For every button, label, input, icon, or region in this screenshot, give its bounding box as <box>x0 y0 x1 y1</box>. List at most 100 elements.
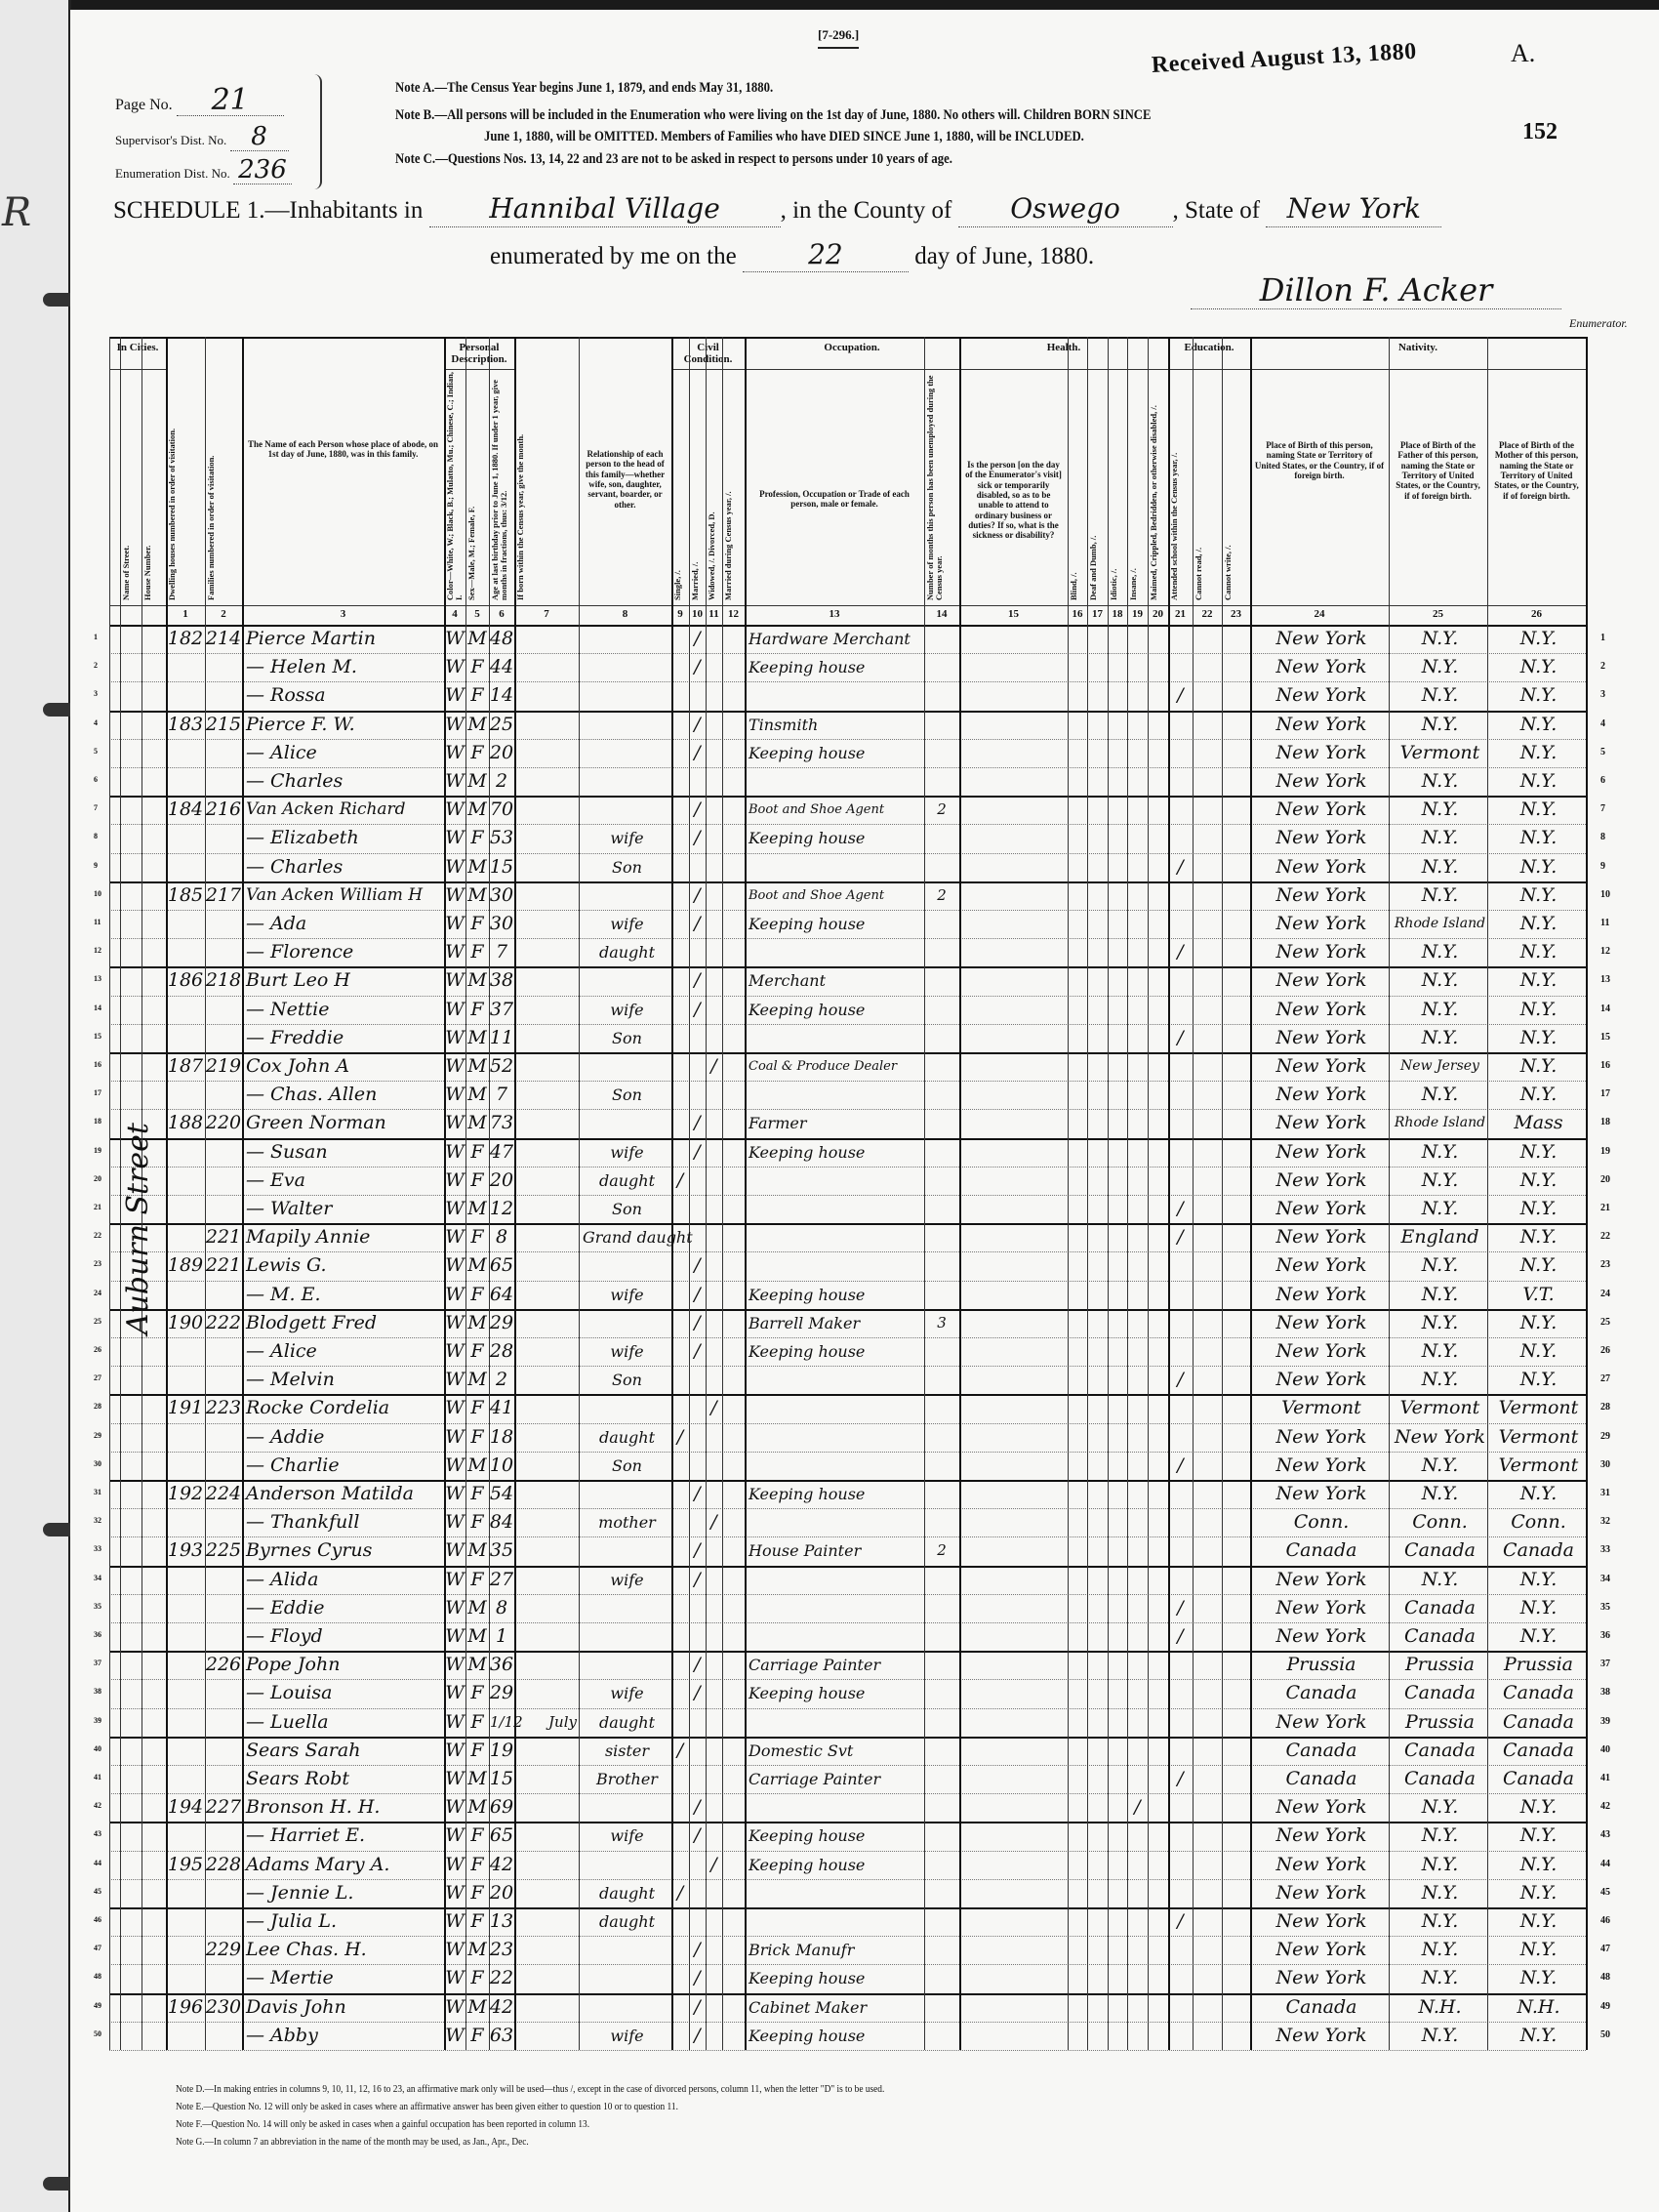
color: W <box>445 1511 465 1534</box>
mother-birthplace: N.Y. <box>1519 941 1558 963</box>
row-number: 25 <box>1600 1316 1610 1328</box>
sex: M <box>467 1198 487 1219</box>
person-name: — Florence <box>246 941 354 963</box>
relationship: wife <box>610 1000 644 1019</box>
column-rule <box>959 337 961 2050</box>
row-rule <box>109 1337 1586 1338</box>
column-header-c5: Sex—Male, M.; Female, F. <box>466 506 476 600</box>
birthplace: New York <box>1275 1026 1367 1048</box>
column-number-c1: 1 <box>182 608 188 620</box>
age: 27 <box>489 1568 514 1590</box>
married-mark: / <box>694 1824 701 1847</box>
received-stamp: Received August 13, 1880 <box>1151 38 1418 78</box>
father-birthplace: N.Y. <box>1421 684 1459 707</box>
column-rule <box>1222 337 1223 2050</box>
row-rule <box>109 1366 1586 1368</box>
family-number: 222 <box>205 1311 242 1333</box>
mother-birthplace: Vermont <box>1498 1425 1579 1448</box>
birthplace: New York <box>1275 1483 1367 1504</box>
father-birthplace: England <box>1400 1226 1479 1249</box>
father-birthplace: Canada <box>1404 1625 1476 1647</box>
column-number-c15: 15 <box>1008 608 1019 620</box>
color: W <box>445 628 465 649</box>
group-rule <box>444 369 514 370</box>
birthplace: New York <box>1275 1283 1367 1305</box>
row-rule <box>109 881 1586 883</box>
mother-birthplace: N.Y. <box>1519 628 1558 649</box>
state-value: New York <box>1266 191 1442 227</box>
father-birthplace: N.Y. <box>1421 1168 1459 1191</box>
age: 8 <box>495 1596 508 1618</box>
relationship: wife <box>610 1826 644 1846</box>
married-mark: / <box>694 1140 701 1163</box>
column-header-c17: Deaf and Dumb, /. <box>1088 535 1098 600</box>
person-name: — Jennie L. <box>246 1881 354 1904</box>
married-mark: / <box>694 1995 701 2018</box>
birthplace: Canada <box>1285 1768 1357 1789</box>
row-number: 3 <box>1600 689 1605 701</box>
person-name: Van Acken Richard <box>246 799 406 820</box>
occupation: Keeping house <box>749 1826 866 1846</box>
person-name: — Charlie <box>246 1454 340 1476</box>
sex: F <box>470 1140 484 1163</box>
person-name: — Elizabeth <box>246 827 359 849</box>
binding-ring <box>43 703 76 717</box>
color: W <box>445 656 465 678</box>
dwelling-number: 193 <box>167 1539 204 1562</box>
father-birthplace: Canada <box>1404 1739 1476 1761</box>
column-header-c13: Profession, Occupation or Trade of each … <box>759 489 910 510</box>
person-name: Green Norman <box>246 1112 386 1134</box>
group-rule <box>745 369 959 370</box>
relationship: Grand daught <box>583 1228 693 1248</box>
row-number: 30 <box>1600 1458 1610 1470</box>
occupation: Keeping house <box>749 1342 866 1361</box>
row-number: 17 <box>94 1088 101 1098</box>
family-number: 223 <box>205 1397 242 1419</box>
column-header-c1: Dwelling houses numbered in order of vis… <box>167 428 177 600</box>
mother-birthplace: N.Y. <box>1519 827 1558 849</box>
row-rule <box>109 1109 1586 1111</box>
occupation: Domestic Svt <box>749 1741 854 1760</box>
person-name: Davis John <box>246 1995 346 2018</box>
row-rule <box>109 1707 1586 1709</box>
enumeration-date-line: enumerated by me on the 22 day of June, … <box>490 238 1094 273</box>
row-number: 2 <box>1600 661 1605 673</box>
header-bottom-rule <box>109 625 1586 627</box>
group-header-cities: In Cities. <box>116 342 159 353</box>
person-name: Van Acken William H <box>246 884 424 905</box>
birthplace: New York <box>1275 1568 1367 1590</box>
married-mark: / <box>694 1654 701 1676</box>
column-number-c13: 13 <box>829 608 840 620</box>
column-rule <box>745 337 747 2050</box>
person-name: — Freddie <box>246 1026 344 1048</box>
attended-school-mark: / <box>1177 1625 1184 1647</box>
color: W <box>445 1283 465 1305</box>
relationship: Son <box>612 1371 642 1390</box>
row-number: 32 <box>1600 1516 1610 1528</box>
supervisor-dist-value: 8 <box>229 123 289 151</box>
mother-birthplace: N.Y. <box>1519 1369 1558 1391</box>
sex: F <box>470 998 484 1020</box>
occupation: Cabinet Maker <box>749 1997 868 2017</box>
mother-birthplace: N.Y. <box>1519 1026 1558 1048</box>
column-number-c8: 8 <box>622 608 628 620</box>
column-rule <box>242 337 244 2050</box>
birthplace: New York <box>1275 684 1367 707</box>
insane-mark: / <box>1134 1796 1141 1819</box>
person-name: Byrnes Cyrus <box>246 1539 373 1562</box>
sex: M <box>467 799 487 821</box>
row-number: 48 <box>1600 1972 1610 1984</box>
birthplace: New York <box>1275 1168 1367 1191</box>
row-number: 48 <box>94 1972 101 1982</box>
column-header-c20: Maimed, Crippled, Bedridden, or otherwis… <box>1149 405 1158 600</box>
column-rule <box>514 337 516 2050</box>
birthplace: New York <box>1275 1939 1367 1961</box>
person-name: — Susan <box>246 1140 328 1163</box>
occupation: Keeping house <box>749 1969 866 1988</box>
schedule-prefix: SCHEDULE 1.—Inhabitants in <box>113 197 424 224</box>
color: W <box>445 1369 465 1391</box>
column-rule <box>166 337 168 2050</box>
mother-birthplace: Canada <box>1503 1768 1574 1789</box>
months-unemployed: 3 <box>937 1313 947 1331</box>
row-number: 49 <box>94 2000 101 2010</box>
